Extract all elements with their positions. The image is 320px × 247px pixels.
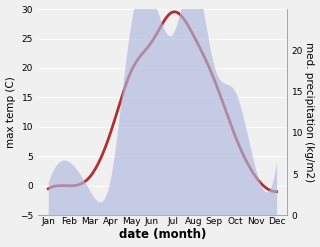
Y-axis label: max temp (C): max temp (C) <box>5 76 16 148</box>
Y-axis label: med. precipitation (kg/m2): med. precipitation (kg/m2) <box>304 42 315 182</box>
X-axis label: date (month): date (month) <box>119 228 206 242</box>
